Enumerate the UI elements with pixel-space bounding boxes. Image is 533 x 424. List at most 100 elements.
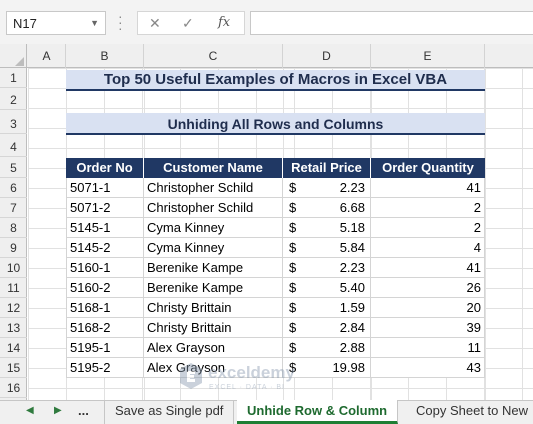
tab-unhide-row-column[interactable]: Unhide Row & Column — [237, 400, 399, 424]
order-quantity-cell[interactable]: 2 — [371, 198, 485, 218]
order-no-cell[interactable]: 5160-2 — [66, 278, 144, 298]
row-header-15[interactable]: 15 — [0, 358, 27, 378]
column-headers: A B C D E — [0, 44, 533, 68]
name-box-value[interactable]: N17 — [13, 16, 37, 31]
customer-name-cell[interactable]: Cyma Kinney — [144, 238, 283, 258]
order-quantity-cell[interactable]: 2 — [371, 218, 485, 238]
tab-scroll-left-icon[interactable]: ◀ — [26, 405, 34, 416]
column-header-f[interactable] — [485, 44, 533, 68]
retail-price-cell[interactable]: $5.84 — [283, 238, 371, 258]
row-header-14[interactable]: 14 — [0, 338, 27, 358]
retail-price-value: 5.40 — [339, 280, 365, 295]
customer-name-cell[interactable]: Alex Grayson — [144, 358, 283, 378]
order-quantity-cell[interactable]: 20 — [371, 298, 485, 318]
sheet-title[interactable]: Top 50 Useful Examples of Macros in Exce… — [66, 70, 485, 91]
retail-price-cell[interactable]: $1.59 — [283, 298, 371, 318]
drag-handle-icon[interactable]: · · · — [118, 8, 123, 36]
currency-symbol: $ — [289, 180, 297, 195]
order-no-cell[interactable]: 5145-1 — [66, 218, 144, 238]
customer-name-cell[interactable]: Christopher Schild — [144, 178, 283, 198]
customer-name-cell[interactable]: Berenike Kampe — [144, 278, 283, 298]
retail-price-value: 2.88 — [339, 340, 365, 355]
currency-symbol: $ — [289, 220, 297, 235]
column-header-b[interactable]: B — [66, 44, 144, 68]
row-header-3[interactable]: 3 — [0, 114, 27, 134]
row-header-2[interactable]: 2 — [0, 90, 27, 110]
chevron-down-icon[interactable]: ▼ — [90, 18, 99, 28]
row-header-5[interactable]: 5 — [0, 158, 27, 178]
order-quantity-cell[interactable]: 11 — [371, 338, 485, 358]
order-no-cell[interactable]: 5168-2 — [66, 318, 144, 338]
customer-name-cell[interactable]: Christopher Schild — [144, 198, 283, 218]
cancel-icon[interactable]: ✕ — [149, 15, 161, 31]
tab-copy-sheet-to-new[interactable]: Copy Sheet to New — [416, 403, 529, 418]
order-no-cell[interactable]: 5195-2 — [66, 358, 144, 378]
insert-function-icon[interactable]: fx — [218, 15, 231, 30]
order-quantity-cell[interactable]: 26 — [371, 278, 485, 298]
retail-price-value: 5.84 — [339, 240, 365, 255]
column-header-d[interactable]: D — [283, 44, 371, 68]
customer-name-cell[interactable]: Cyma Kinney — [144, 218, 283, 238]
currency-symbol: $ — [289, 200, 297, 215]
row-header-13[interactable]: 13 — [0, 318, 27, 338]
retail-price-cell[interactable]: $19.98 — [283, 358, 371, 378]
row-header-7[interactable]: 7 — [0, 198, 27, 218]
order-no-cell[interactable]: 5160-1 — [66, 258, 144, 278]
retail-price-cell[interactable]: $2.23 — [283, 178, 371, 198]
table-row: 5145-2 Cyma Kinney $5.84 4 — [66, 238, 485, 258]
exceldemy-logo-icon — [180, 363, 202, 389]
more-tabs-button[interactable]: ... — [78, 403, 89, 418]
row-header-9[interactable]: 9 — [0, 238, 27, 258]
select-all-button[interactable] — [0, 44, 27, 68]
order-no-cell[interactable]: 5145-2 — [66, 238, 144, 258]
tab-save-as-single-pdf[interactable]: Save as Single pdf — [104, 400, 235, 424]
customer-name-cell[interactable]: Christy Brittain — [144, 318, 283, 338]
column-header-c[interactable]: C — [144, 44, 283, 68]
retail-price-cell[interactable]: $6.68 — [283, 198, 371, 218]
retail-price-cell[interactable]: $2.23 — [283, 258, 371, 278]
retail-price-value: 1.59 — [339, 300, 365, 315]
row-header-8[interactable]: 8 — [0, 218, 27, 238]
retail-price-value: 6.68 — [339, 200, 365, 215]
customer-name-cell[interactable]: Alex Grayson — [144, 338, 283, 358]
customer-name-cell[interactable]: Christy Brittain — [144, 298, 283, 318]
formula-input[interactable] — [250, 11, 533, 35]
sheet-subtitle[interactable]: Unhiding All Rows and Columns — [66, 113, 485, 135]
header-order-no[interactable]: Order No — [66, 158, 144, 178]
row-header-12[interactable]: 12 — [0, 298, 27, 318]
column-header-e[interactable]: E — [371, 44, 485, 68]
order-quantity-cell[interactable]: 41 — [371, 258, 485, 278]
order-quantity-cell[interactable]: 39 — [371, 318, 485, 338]
column-header-a[interactable]: A — [28, 44, 66, 68]
sheet-tab-bar: ◀ ▶ ... Save as Single pdf Unhide Row & … — [0, 400, 533, 424]
order-no-cell[interactable]: 5071-1 — [66, 178, 144, 198]
retail-price-cell[interactable]: $5.40 — [283, 278, 371, 298]
table-row: 5195-1 Alex Grayson $2.88 11 — [66, 338, 485, 358]
row-header-11[interactable]: 11 — [0, 278, 27, 298]
exceldemy-watermark: exceldemy EXCEL · DATA · BI — [178, 362, 378, 398]
header-retail-price[interactable]: Retail Price — [283, 158, 371, 178]
row-header-16[interactable]: 16 — [0, 378, 27, 398]
retail-price-value: 2.23 — [339, 180, 365, 195]
header-order-quantity[interactable]: Order Quantity — [371, 158, 485, 178]
row-header-1[interactable]: 1 — [0, 68, 27, 88]
select-all-triangle-icon[interactable] — [15, 57, 24, 66]
order-no-cell[interactable]: 5195-1 — [66, 338, 144, 358]
order-quantity-cell[interactable]: 43 — [371, 358, 485, 378]
checkmark-icon[interactable]: ✓ — [182, 15, 194, 31]
order-no-cell[interactable]: 5168-1 — [66, 298, 144, 318]
row-header-10[interactable]: 10 — [0, 258, 27, 278]
customer-name-cell[interactable]: Berenike Kampe — [144, 258, 283, 278]
order-quantity-cell[interactable]: 41 — [371, 178, 485, 198]
watermark-tagline: EXCEL · DATA · BI — [209, 384, 285, 391]
tab-scroll-right-icon[interactable]: ▶ — [54, 405, 62, 416]
header-customer-name[interactable]: Customer Name — [144, 158, 283, 178]
order-quantity-cell[interactable]: 4 — [371, 238, 485, 258]
row-header-4[interactable]: 4 — [0, 137, 27, 157]
row-header-6[interactable]: 6 — [0, 178, 27, 198]
retail-price-cell[interactable]: $5.18 — [283, 218, 371, 238]
order-no-cell[interactable]: 5071-2 — [66, 198, 144, 218]
name-box[interactable]: N17 ▼ — [6, 11, 106, 35]
retail-price-cell[interactable]: $2.88 — [283, 338, 371, 358]
retail-price-cell[interactable]: $2.84 — [283, 318, 371, 338]
